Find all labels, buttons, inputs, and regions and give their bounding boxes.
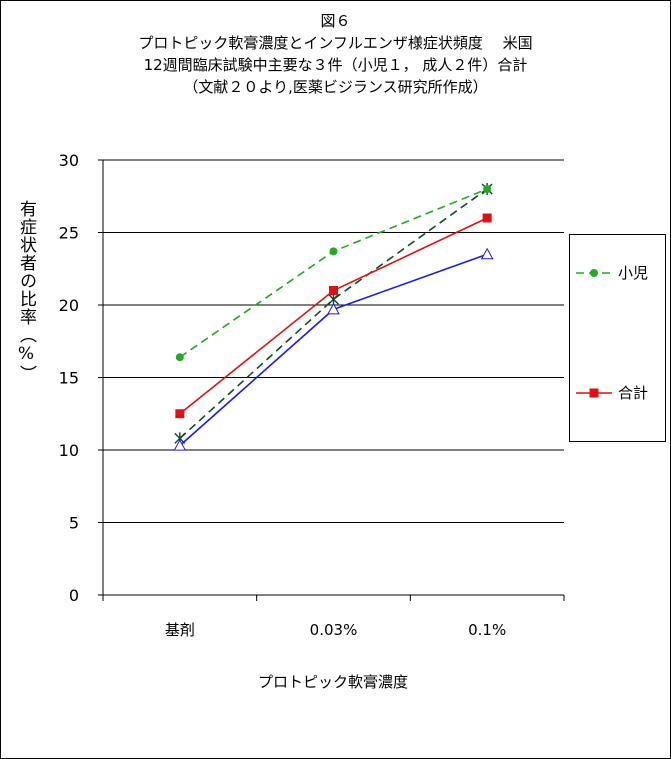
data-point [175, 353, 184, 362]
series-line [179, 188, 488, 439]
title-line-4: （文献２０より,医薬ビジランス研究所作成） [183, 78, 488, 96]
series-line [179, 188, 488, 358]
legend-label: 小児 [618, 264, 649, 282]
legend: 小児 合計 [569, 234, 666, 442]
data-point [173, 439, 187, 451]
data-point [175, 409, 185, 419]
x-tick-label: 0.03% [310, 621, 358, 639]
y-tick-label: 5 [69, 514, 79, 533]
data-point [483, 185, 492, 193]
legend-swatch [576, 269, 612, 277]
series-line [179, 253, 488, 447]
x-tick-label: 基剤 [165, 621, 195, 639]
title-line-3: 12週間臨床試験中主要な３件（小児１， 成人２件）合計 [143, 56, 528, 74]
legend-item-1: 小児 [570, 263, 665, 283]
data-point [329, 247, 338, 256]
y-tick-label: 15 [59, 369, 79, 388]
y-tick-label: 10 [59, 441, 79, 460]
y-tick-label: 0 [69, 586, 79, 605]
data-point [327, 302, 340, 315]
legend-marker [589, 388, 599, 398]
title-line-2: プロトピック軟膏濃度とインフルエンザ様症状頻度 米国 [138, 34, 533, 52]
legend-marker [590, 269, 598, 277]
x-tick-label: 0.1% [468, 621, 506, 639]
data-point [482, 213, 492, 223]
y-axis-label: 有症状者の比率（%） [16, 200, 36, 383]
legend-item-2: 合計 [570, 383, 665, 403]
y-tick-label: 25 [59, 224, 79, 243]
y-tick-label: 30 [59, 151, 79, 170]
legend-label: 合計 [618, 384, 649, 402]
y-tick-label: 20 [59, 296, 79, 315]
x-axis-label: プロトピック軟膏濃度 [257, 673, 408, 691]
legend-swatch [576, 388, 612, 398]
data-point [480, 247, 494, 260]
data-point [329, 286, 338, 295]
title-line-1: 図６ [320, 12, 351, 30]
chart-title: 図６ プロトピック軟膏濃度とインフルエンザ様症状頻度 米国 12週間臨床試験中主… [0, 10, 671, 98]
